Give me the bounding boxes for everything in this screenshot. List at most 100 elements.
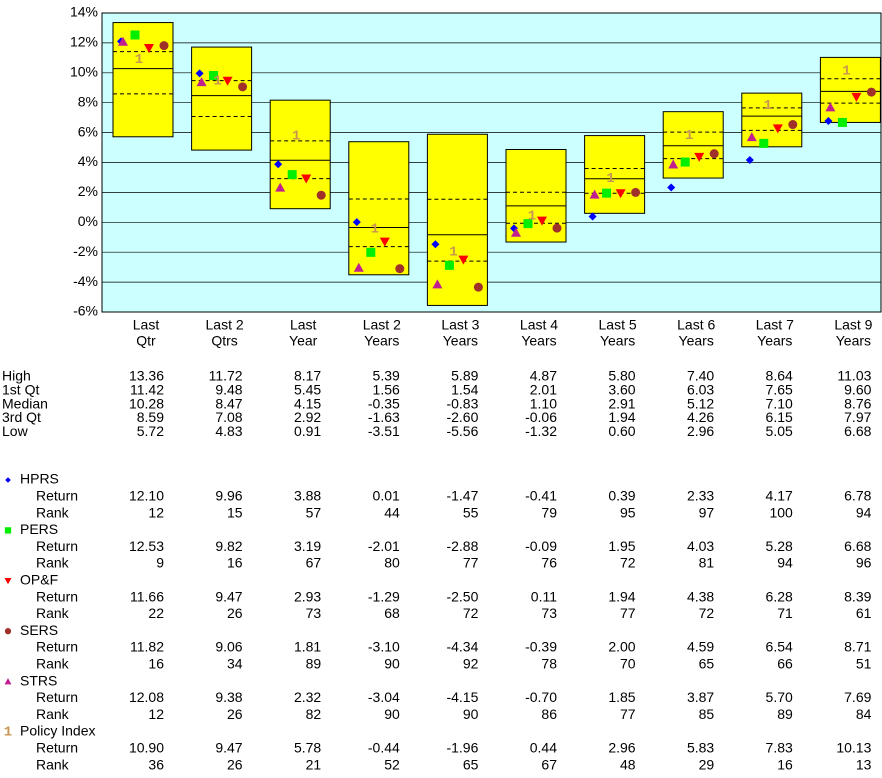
y-tick-label: -6% [73, 303, 98, 319]
rank-value: 95 [620, 504, 636, 520]
marker-triangle-up [353, 262, 364, 272]
marker-triangle-down [851, 92, 862, 102]
marker-square [366, 247, 376, 257]
rank-value: 81 [699, 555, 715, 571]
marker-triangle-up [196, 77, 207, 87]
x-tick-label: Last 2 [206, 317, 244, 333]
table-value: -1.63 [368, 409, 400, 425]
marker-triangle-down [694, 152, 705, 162]
return-value: 10.13 [836, 740, 871, 756]
table-value: 7.10 [766, 395, 793, 411]
x-tick-label: Qtr [136, 333, 156, 349]
table-value: -2.60 [446, 409, 478, 425]
marker-triangle-down [222, 76, 233, 86]
rank-value: 97 [699, 504, 715, 520]
series-name: HPRS [20, 471, 59, 487]
return-value: 8.39 [844, 588, 871, 604]
return-value: 7.83 [766, 740, 793, 756]
row-label: Rank [36, 756, 70, 772]
return-value: 0.11 [531, 588, 557, 604]
return-value: 4.38 [687, 588, 714, 604]
x-tick-label: Last 9 [834, 317, 872, 333]
table-value: 2.91 [608, 395, 635, 411]
table-value: -0.35 [368, 395, 400, 411]
marker-diamond [667, 183, 676, 192]
marker-diamond [588, 212, 597, 221]
return-value: 6.54 [766, 639, 793, 655]
marker-square [837, 117, 847, 127]
table-value: 4.87 [530, 368, 557, 384]
series-name: OP&F [20, 572, 58, 588]
legend-symbol: 1 [4, 725, 12, 741]
table-value: 11.03 [837, 368, 871, 384]
rank-value: 72 [463, 605, 479, 621]
marker-square [523, 219, 533, 229]
table-value: 5.80 [608, 368, 635, 384]
x-tick-label: Years [364, 333, 399, 349]
marker-diamond [352, 218, 361, 227]
marker-triangle-up [432, 279, 443, 289]
marker-square [444, 260, 454, 270]
rank-value: 72 [620, 555, 636, 571]
y-tick-label: 14% [70, 4, 98, 20]
marker-triangle-up [118, 36, 128, 46]
x-tick-label: Years [836, 333, 871, 349]
legend-marker [4, 527, 12, 534]
marker-square [602, 188, 612, 198]
range-box [348, 141, 410, 276]
return-value: -3.04 [368, 689, 400, 705]
marker-symbol: 1 [213, 73, 221, 89]
return-value: 1.81 [294, 639, 321, 655]
marker-triangle-up [746, 132, 757, 142]
row-label: 1st Qt [2, 382, 39, 398]
table-value: -3.51 [368, 423, 400, 439]
series-name: SERS [20, 622, 58, 638]
x-tick-label: Years [600, 333, 635, 349]
marker-circle [395, 264, 405, 274]
row-label: Return [36, 639, 78, 655]
rank-value: 68 [384, 605, 400, 621]
rank-value: 12 [148, 706, 164, 722]
rank-value: 12 [148, 504, 164, 520]
table-value: 8.64 [766, 368, 793, 384]
return-value: 0.01 [373, 488, 400, 504]
rank-value: 44 [384, 504, 400, 520]
rank-value: 55 [463, 504, 479, 520]
rank-value: 90 [463, 706, 479, 722]
table-value: 2.96 [687, 423, 714, 439]
marker-circle [159, 41, 169, 51]
x-tick-label: Years [757, 333, 792, 349]
table-value: 1.54 [451, 382, 478, 398]
marker-square [680, 157, 690, 167]
range-box [191, 46, 253, 151]
marker-circle [316, 190, 326, 200]
y-tick-label: 6% [78, 123, 98, 139]
rank-value: 67 [306, 555, 322, 571]
return-value: 8.71 [844, 639, 871, 655]
table-value: 8.47 [215, 395, 242, 411]
row-label: Return [36, 538, 78, 554]
range-box [584, 135, 646, 214]
return-value: -4.15 [446, 689, 478, 705]
return-value: 9.38 [215, 689, 242, 705]
table-value: 13.36 [129, 368, 164, 384]
return-value: 10.90 [129, 740, 164, 756]
return-value: 9.82 [215, 538, 242, 554]
rank-value: 89 [777, 706, 793, 722]
return-value: 7.69 [844, 689, 871, 705]
return-value: 12.53 [129, 538, 164, 554]
row-label: Median [2, 395, 48, 411]
rank-value: 26 [227, 706, 243, 722]
return-value: -0.39 [525, 639, 557, 655]
rank-value: 73 [541, 605, 557, 621]
row-label: Return [36, 689, 78, 705]
rank-value: 73 [306, 605, 322, 621]
table-value: 11.42 [130, 382, 164, 398]
return-value: 5.28 [766, 538, 793, 554]
series-name: PERS [20, 521, 58, 537]
return-value: -2.01 [368, 538, 400, 554]
rank-value: 52 [384, 756, 400, 772]
table-value: 7.65 [766, 382, 793, 398]
rank-value: 77 [620, 706, 636, 722]
return-value: 5.83 [687, 740, 714, 756]
